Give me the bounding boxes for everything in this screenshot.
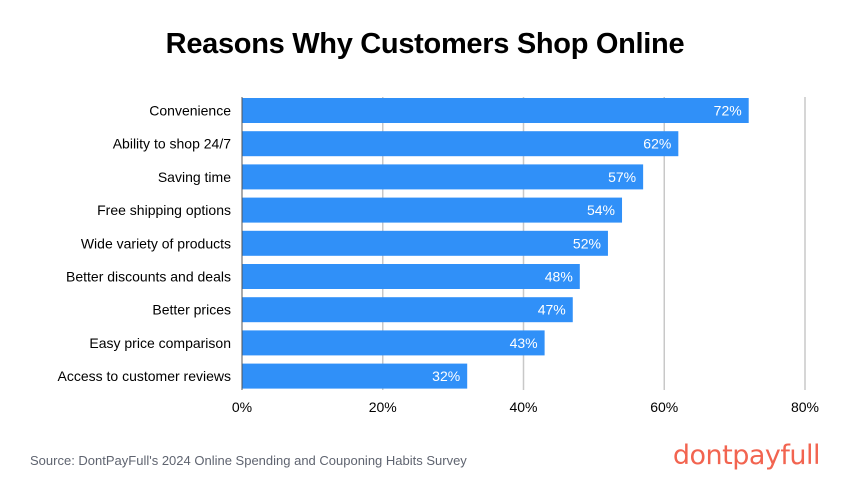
data-label: 57% xyxy=(608,169,636,185)
bar xyxy=(242,297,573,323)
data-label: 43% xyxy=(510,335,538,351)
bar xyxy=(242,230,608,256)
data-label: 52% xyxy=(573,235,601,251)
category-label: Convenience xyxy=(149,103,231,119)
bar xyxy=(242,264,580,289)
bar xyxy=(242,330,545,356)
data-label: 72% xyxy=(714,103,742,119)
x-tick-label: 0% xyxy=(232,399,252,415)
category-label: Wide variety of products xyxy=(81,235,231,251)
category-label: Easy price comparison xyxy=(89,335,231,351)
category-label: Access to customer reviews xyxy=(58,368,232,384)
data-label: 62% xyxy=(643,136,671,152)
x-tick-label: 60% xyxy=(650,399,678,415)
data-label: 54% xyxy=(587,202,615,218)
category-label: Better discounts and deals xyxy=(66,269,231,285)
category-label: Better prices xyxy=(152,302,231,318)
x-tick-label: 20% xyxy=(369,399,397,415)
category-label: Ability to shop 24/7 xyxy=(113,136,232,152)
bar xyxy=(242,131,679,157)
chart-title: Reasons Why Customers Shop Online xyxy=(165,28,685,60)
category-label: Saving time xyxy=(158,169,231,185)
source-note: Source: DontPayFull's 2024 Online Spendi… xyxy=(30,453,467,468)
category-label: Free shipping options xyxy=(97,202,231,218)
data-label: 48% xyxy=(545,269,573,285)
data-label: 47% xyxy=(538,302,566,318)
bar xyxy=(242,197,623,223)
bar xyxy=(242,164,644,190)
brand-logo: dontpayfull xyxy=(672,440,821,471)
bar xyxy=(242,98,749,123)
x-tick-label: 40% xyxy=(509,399,537,415)
x-tick-label: 80% xyxy=(791,399,819,415)
data-label: 32% xyxy=(432,368,460,384)
bar xyxy=(242,363,468,389)
